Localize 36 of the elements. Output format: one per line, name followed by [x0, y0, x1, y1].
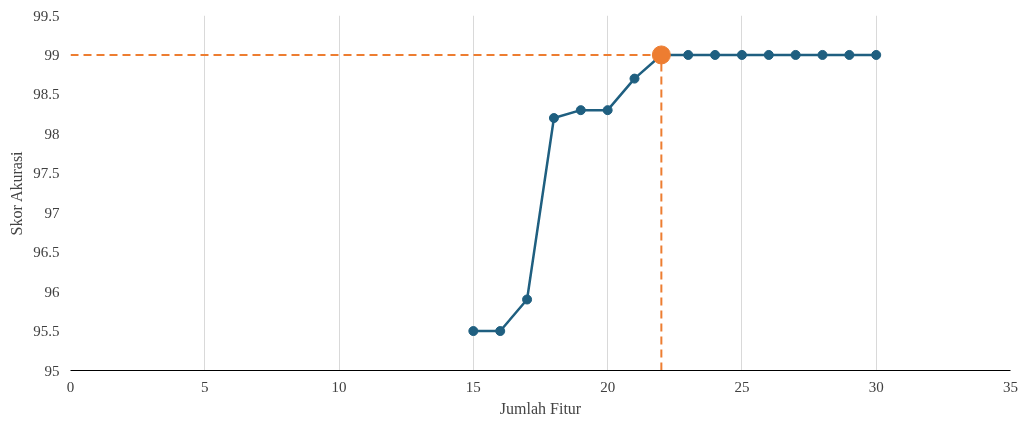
x-axis-title: Jumlah Fitur: [499, 399, 582, 417]
x-tick-label: 20: [600, 378, 616, 395]
point: [548, 113, 559, 124]
y-tick-label: 96.5: [33, 244, 60, 261]
x-tick-label: 25: [734, 378, 750, 395]
x-tick-label: 15: [465, 378, 481, 395]
point: [844, 49, 855, 60]
point: [522, 294, 533, 305]
x-tick-label: 5: [201, 378, 209, 395]
y-tick-label: 97.5: [33, 165, 60, 182]
y-tick-label: 97: [44, 204, 60, 221]
point: [736, 49, 747, 60]
x-tick-label: 30: [868, 378, 884, 395]
y-tick-label: 95.5: [33, 323, 60, 340]
point: [651, 45, 671, 65]
y-tick-label: 98: [44, 125, 60, 142]
y-axis-title: Skor Akurasi: [8, 150, 26, 236]
point: [871, 49, 882, 60]
point: [468, 326, 479, 337]
point: [575, 105, 586, 116]
y-tick-label: 95: [44, 362, 60, 379]
point: [710, 49, 721, 60]
point: [790, 49, 801, 60]
point: [602, 105, 613, 116]
x-tick-label: 0: [66, 378, 75, 395]
y-tick-label: 96: [44, 283, 60, 300]
x-tick-label: 10: [331, 378, 347, 395]
y-tick-label: 99.5: [33, 7, 60, 24]
point: [683, 49, 694, 60]
point: [763, 49, 774, 60]
y-tick-label: 98.5: [33, 86, 60, 103]
y-tick-label: 99: [44, 46, 60, 63]
point: [495, 326, 506, 337]
x-tick-label: 35: [1003, 378, 1018, 395]
point: [817, 49, 828, 60]
point: [629, 73, 640, 84]
